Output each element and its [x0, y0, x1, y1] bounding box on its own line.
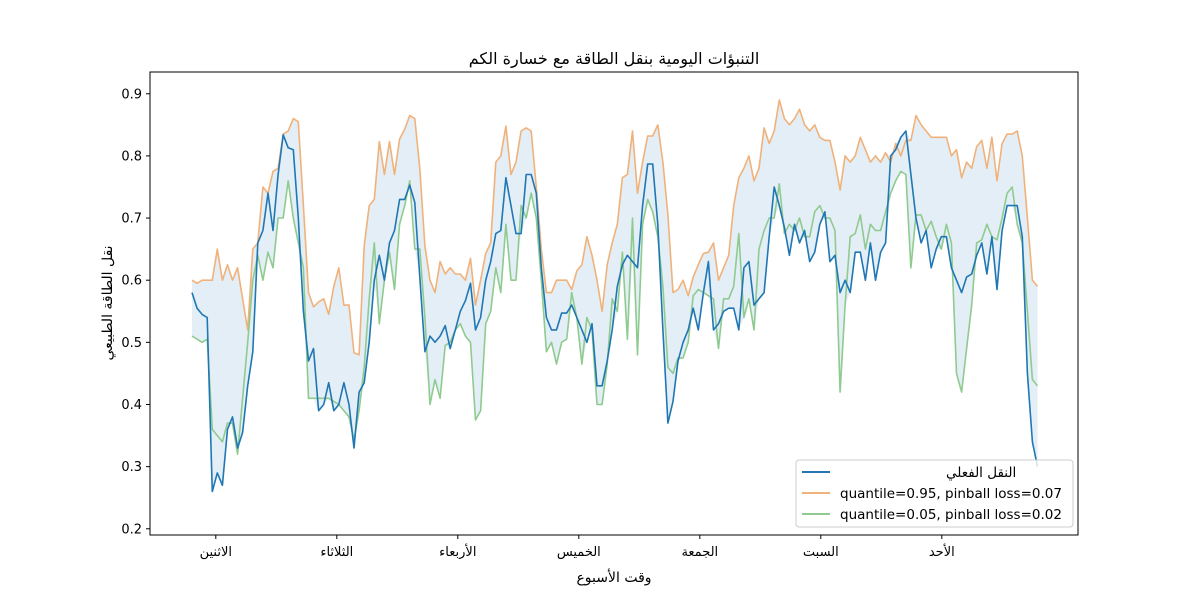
- interval-band: [192, 100, 1038, 492]
- actual-series-line: [191, 130, 1039, 493]
- x-axis-ticks: الاثنين الثلاثاء الأربعاء الخميس الجمعة السبت…: [200, 535, 955, 560]
- x-tick-label: الثلاثاء: [320, 545, 353, 560]
- y-tick-label: 0.2: [121, 522, 142, 537]
- legend-label-actual: النقل الفعلي: [946, 465, 1016, 481]
- legend-label-upper: quantile=0.95, pinball loss=0.07: [840, 486, 1062, 502]
- x-tick-label: الاثنين: [200, 545, 232, 560]
- x-tick-label: السبت: [803, 545, 839, 560]
- y-axis-ticks: 0.2 0.3 0.4 0.5 0.6 0.7 0.8 0.9: [121, 87, 150, 537]
- legend-box: [795, 459, 1074, 528]
- legend: النقل الفعلي quantile=0.95, pinball loss…: [795, 459, 1074, 528]
- y-axis-label: نقل الطاقة الطبيعي: [100, 245, 116, 360]
- y-tick-label: 0.6: [121, 274, 142, 289]
- x-tick-label: الخميس: [557, 545, 601, 560]
- y-tick-label: 0.7: [121, 212, 142, 227]
- chart-title: التنبؤات اليومية بنقل الطاقة مع خسارة ال…: [469, 49, 760, 69]
- y-tick-label: 0.9: [121, 87, 142, 102]
- y-tick-label: 0.5: [121, 336, 142, 351]
- plot-area: [191, 99, 1039, 493]
- x-axis-label: وقت الأسبوع: [576, 568, 651, 586]
- y-tick-label: 0.8: [121, 149, 142, 164]
- y-tick-label: 0.4: [121, 398, 142, 413]
- y-tick-label: 0.3: [121, 460, 142, 475]
- x-tick-label: الأربعاء: [439, 543, 476, 560]
- x-tick-label: الجمعة: [681, 545, 718, 560]
- legend-label-lower: quantile=0.05, pinball loss=0.02: [840, 507, 1062, 523]
- x-tick-label: الأحد: [929, 543, 955, 560]
- axes-frame: [149, 71, 1079, 536]
